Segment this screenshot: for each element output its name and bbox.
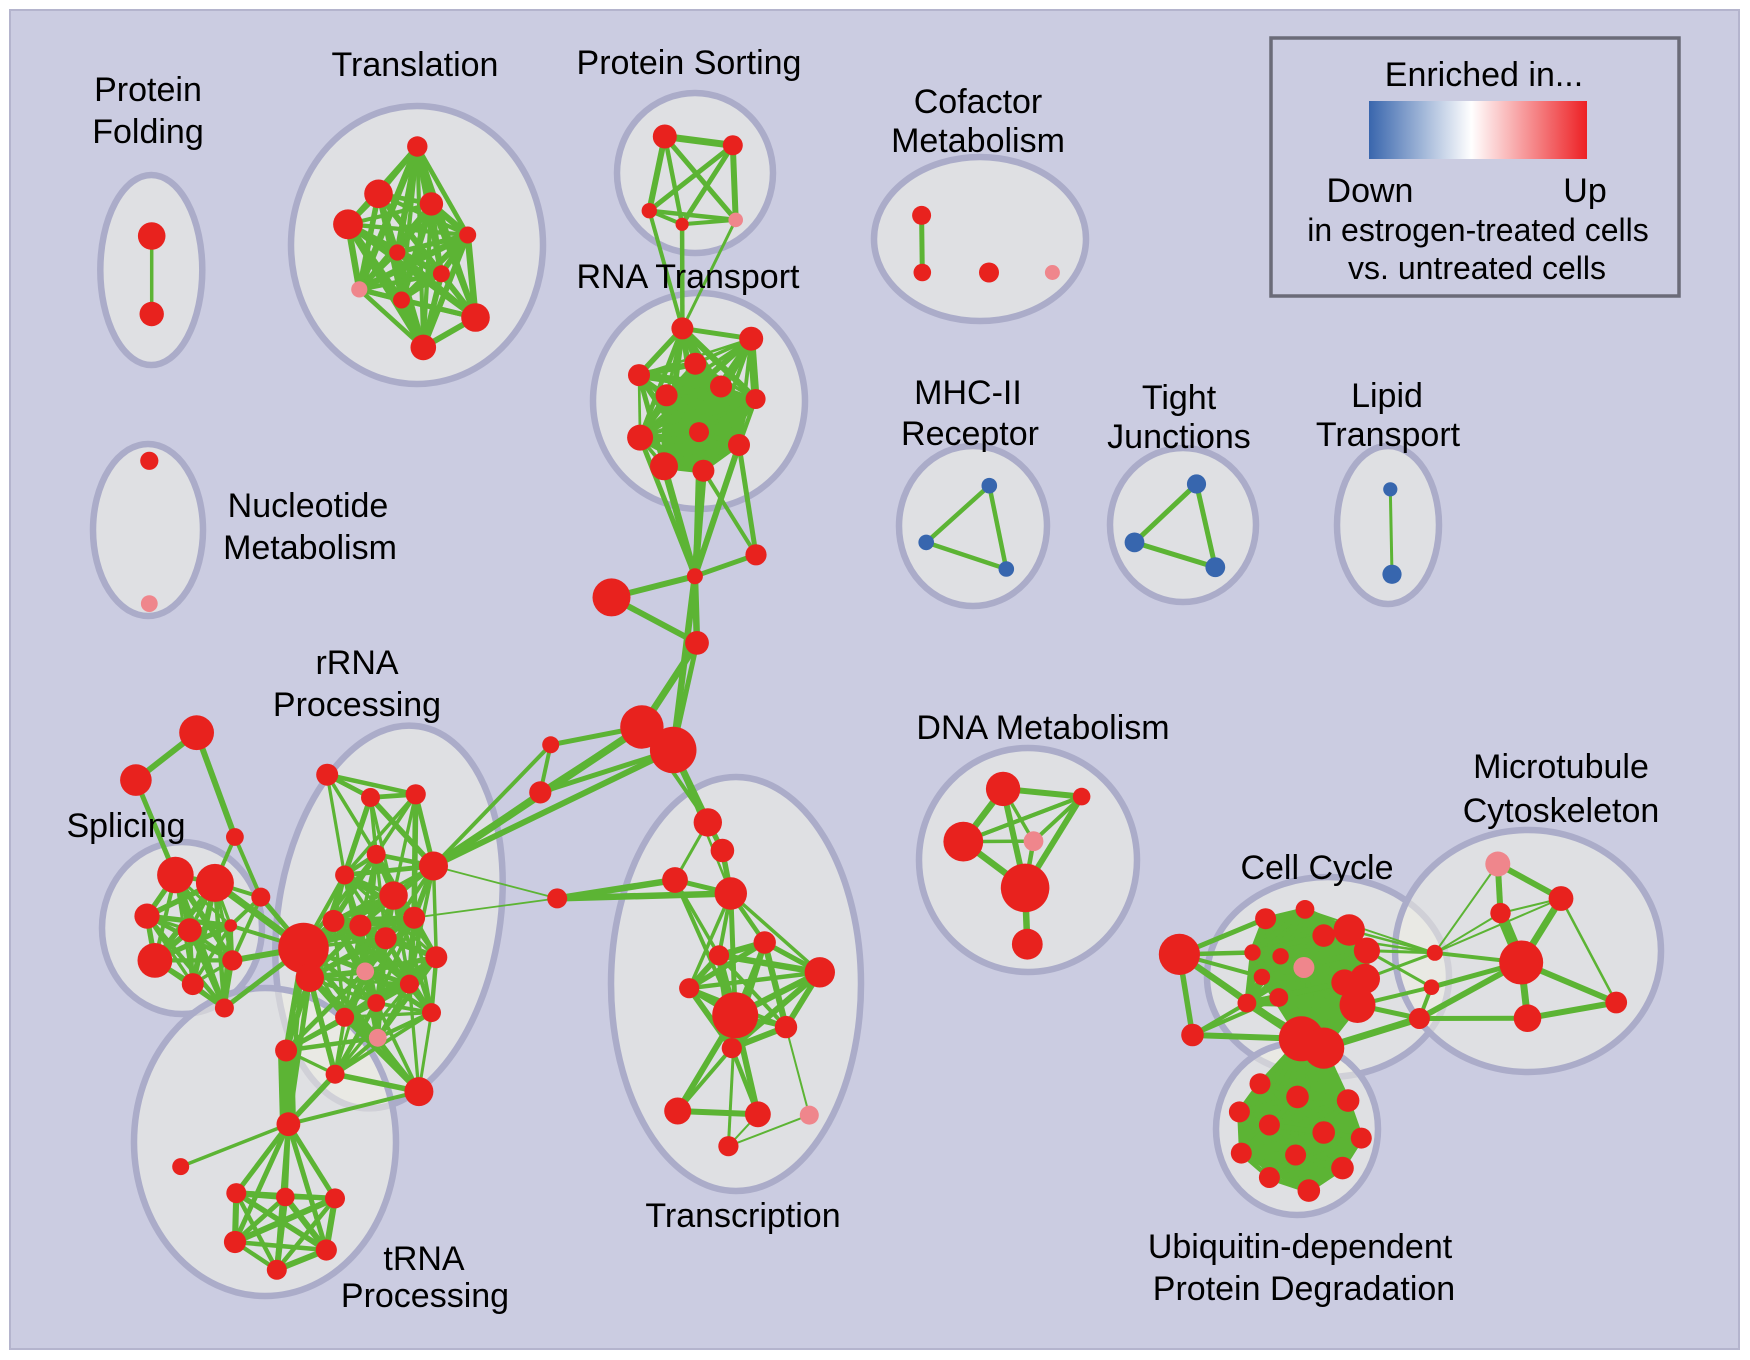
svg-text:Lipid: Lipid [1351,377,1423,415]
svg-text:Folding: Folding [92,113,204,151]
svg-text:Splicing: Splicing [66,807,185,845]
svg-text:Up: Up [1563,172,1606,210]
svg-text:Junctions: Junctions [1107,418,1251,456]
svg-text:Protein: Protein [94,71,202,109]
svg-text:Protein Degradation: Protein Degradation [1153,1270,1455,1308]
svg-text:Cytoskeleton: Cytoskeleton [1463,792,1660,830]
svg-text:Processing: Processing [341,1277,509,1315]
svg-text:Receptor: Receptor [901,415,1039,453]
svg-text:Ubiquitin-dependent: Ubiquitin-dependent [1148,1228,1453,1266]
svg-text:Processing: Processing [273,686,441,724]
svg-text:Metabolism: Metabolism [223,529,397,567]
svg-text:Transcription: Transcription [645,1197,840,1235]
svg-text:DNA Metabolism: DNA Metabolism [916,709,1169,747]
svg-text:RNA Transport: RNA Transport [577,258,801,296]
svg-text:Microtubule: Microtubule [1473,748,1649,786]
svg-text:MHC-II: MHC-II [914,374,1022,412]
svg-text:Tight: Tight [1142,379,1217,417]
svg-text:tRNA: tRNA [383,1240,465,1278]
svg-text:Down: Down [1327,172,1414,210]
svg-text:Transport: Transport [1316,416,1461,454]
svg-text:Enriched in...: Enriched in... [1385,56,1583,94]
svg-text:Metabolism: Metabolism [891,122,1065,160]
svg-text:rRNA: rRNA [315,644,398,682]
svg-text:Cofactor: Cofactor [914,83,1043,121]
svg-text:in estrogen-treated cells: in estrogen-treated cells [1307,212,1649,248]
svg-text:Protein Sorting: Protein Sorting [577,44,802,82]
svg-text:vs. untreated cells: vs. untreated cells [1348,250,1606,286]
svg-text:Translation: Translation [332,46,499,84]
svg-text:Nucleotide: Nucleotide [228,487,389,525]
svg-text:Cell Cycle: Cell Cycle [1240,849,1393,887]
